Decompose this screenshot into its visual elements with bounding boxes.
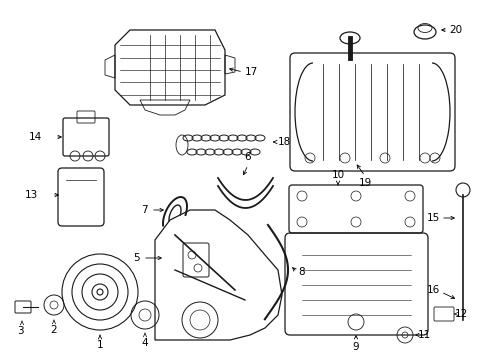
Text: 17: 17 [244,67,258,77]
Text: 18: 18 [278,137,291,147]
Text: 13: 13 [25,190,38,200]
Text: 7: 7 [141,205,148,215]
Text: 19: 19 [358,178,371,188]
Text: 12: 12 [454,309,468,319]
Text: 1: 1 [97,340,103,350]
Text: 3: 3 [17,326,23,336]
Text: 16: 16 [426,285,439,295]
Text: 15: 15 [426,213,439,223]
Text: 9: 9 [352,342,359,352]
Text: 8: 8 [297,267,304,277]
Text: 5: 5 [133,253,140,263]
Text: 14: 14 [29,132,42,142]
Text: 4: 4 [142,338,148,348]
Text: 20: 20 [448,25,461,35]
Text: 11: 11 [417,330,430,340]
Text: 6: 6 [244,152,251,162]
Text: 2: 2 [51,325,57,335]
Text: 10: 10 [331,170,344,180]
